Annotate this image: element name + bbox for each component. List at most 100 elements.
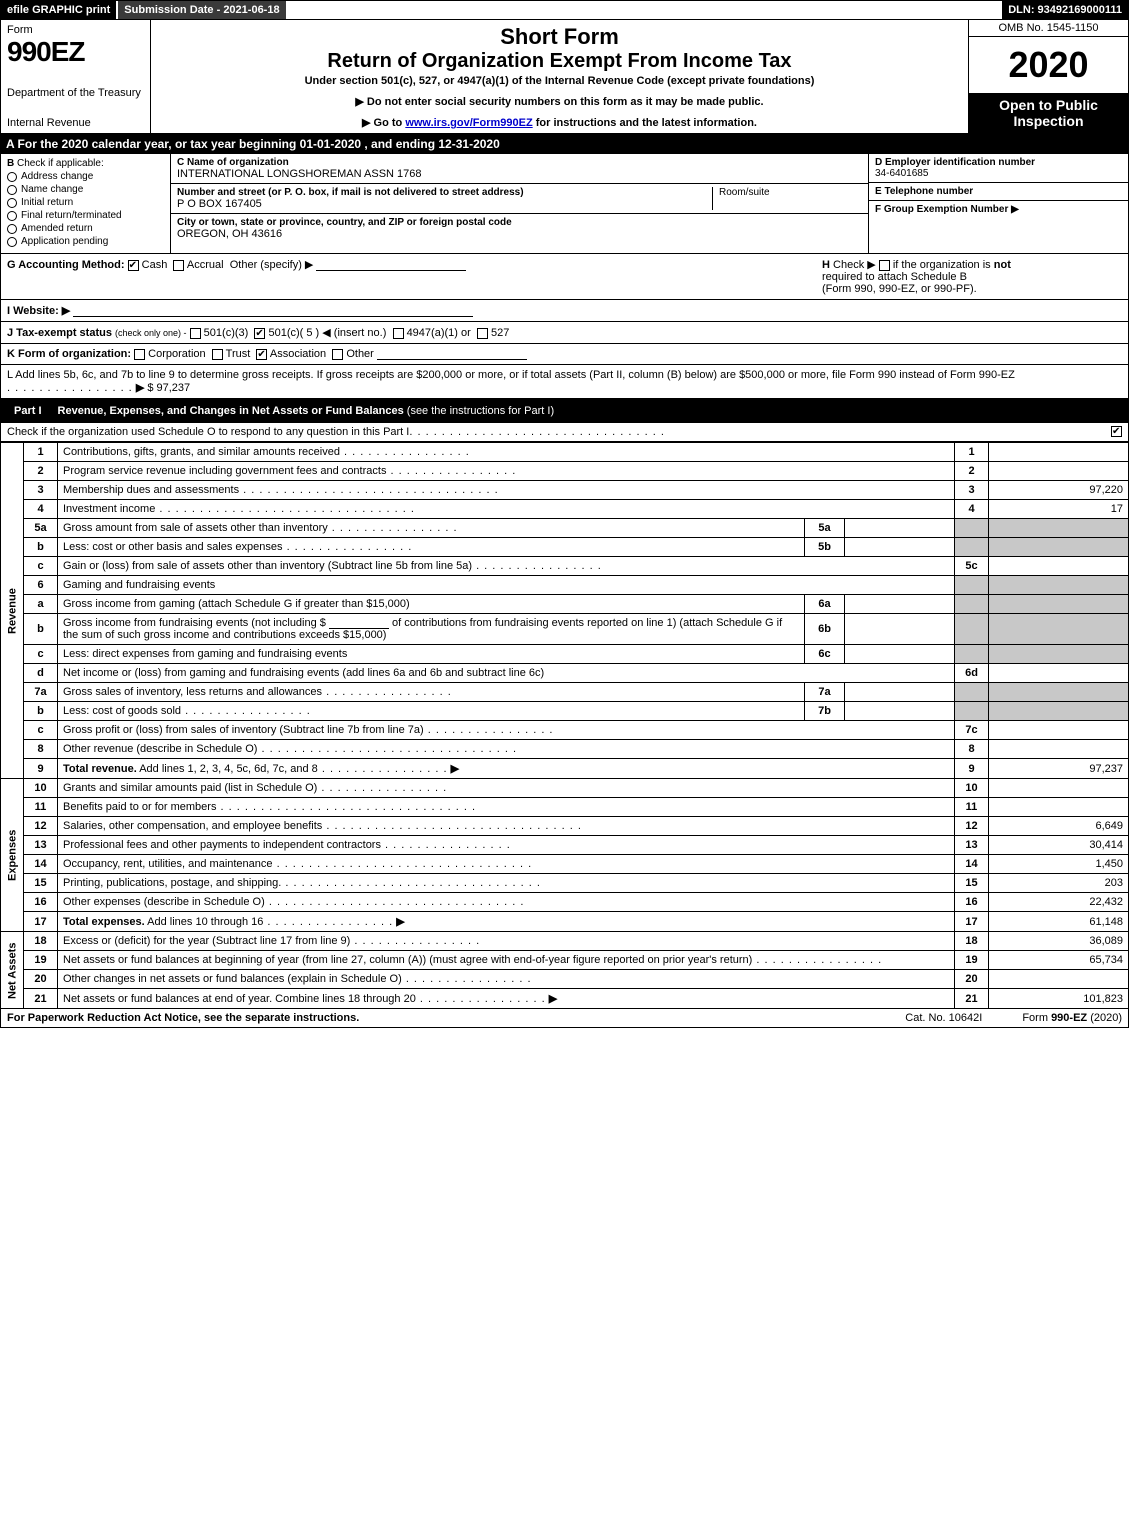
website-label: I Website: ▶	[7, 305, 70, 317]
table-row: c Gain or (loss) from sale of assets oth…	[1, 557, 1129, 576]
table-row: 15 Printing, publications, postage, and …	[1, 874, 1129, 893]
line-num: 16	[24, 893, 58, 912]
line-box: 16	[955, 893, 989, 912]
checkbox-trust[interactable]	[212, 349, 223, 360]
table-row: 6 Gaming and fundraising events	[1, 576, 1129, 595]
checkbox-h[interactable]	[879, 260, 890, 271]
line-desc-bold: Total revenue.	[63, 763, 137, 775]
line-box: 21	[955, 989, 989, 1009]
line-num: 13	[24, 836, 58, 855]
check-amended-return[interactable]: Amended return	[7, 223, 164, 234]
table-row: 20 Other changes in net assets or fund b…	[1, 970, 1129, 989]
other-specify-blank[interactable]	[316, 270, 466, 271]
checkbox-4947[interactable]	[393, 328, 404, 339]
sub-val	[845, 702, 955, 721]
line-amount	[989, 798, 1129, 817]
part1-check-row: Check if the organization used Schedule …	[0, 423, 1129, 442]
section-b: B Check if applicable: Address change Na…	[1, 154, 171, 253]
part1-title: Revenue, Expenses, and Changes in Net As…	[58, 405, 404, 417]
checkbox-501c[interactable]	[254, 328, 265, 339]
city-label: City or town, state or province, country…	[177, 217, 862, 228]
table-row: Expenses 10 Grants and similar amounts p…	[1, 779, 1129, 798]
line-num: 19	[24, 951, 58, 970]
table-row: 21 Net assets or fund balances at end of…	[1, 989, 1129, 1009]
sub-val	[845, 683, 955, 702]
checkbox-other-org[interactable]	[332, 349, 343, 360]
line-amount: 6,649	[989, 817, 1129, 836]
sub-box: 6c	[805, 645, 845, 664]
footer-form: 990-EZ	[1051, 1012, 1087, 1024]
dots	[322, 686, 452, 698]
checkbox-527[interactable]	[477, 328, 488, 339]
check-name-change[interactable]: Name change	[7, 184, 164, 195]
line-desc: Contributions, gifts, grants, and simila…	[63, 446, 340, 458]
line-box: 18	[955, 932, 989, 951]
line-desc2: Add lines 1, 2, 3, 4, 5c, 6d, 7c, and 8	[137, 763, 318, 775]
arrow-icon: ▶	[1011, 204, 1019, 215]
checkbox-schedule-o[interactable]	[1111, 426, 1122, 437]
line-desc: Excess or (deficit) for the year (Subtra…	[63, 935, 350, 947]
table-row: 17 Total expenses. Add lines 10 through …	[1, 912, 1129, 932]
arrow-icon: ▶	[136, 382, 144, 394]
omb-number: OMB No. 1545-1150	[969, 20, 1128, 37]
tax-year: 2020	[969, 37, 1128, 93]
k-other-blank[interactable]	[377, 359, 527, 360]
table-row: 19 Net assets or fund balances at beginn…	[1, 951, 1129, 970]
line-num: b	[24, 614, 58, 645]
h-text1: Check ▶	[833, 259, 876, 271]
line-desc: Net assets or fund balances at end of ye…	[63, 993, 416, 1005]
notice-post: for instructions and the latest informat…	[533, 117, 757, 129]
k-label: K Form of organization:	[7, 348, 131, 360]
line-box: 6d	[955, 664, 989, 683]
info-block: B Check if applicable: Address change Na…	[0, 154, 1129, 254]
table-row: 9 Total revenue. Add lines 1, 2, 3, 4, 5…	[1, 759, 1129, 779]
line-desc: Gaming and fundraising events	[58, 576, 955, 595]
header-left: Form 990EZ Department of the Treasury In…	[1, 20, 151, 133]
checkbox-cash[interactable]	[128, 260, 139, 271]
line-desc: Printing, publications, postage, and shi…	[63, 877, 281, 889]
dots	[340, 446, 470, 458]
footer-left: For Paperwork Reduction Act Notice, see …	[7, 1012, 359, 1024]
k-opt-other: Other	[346, 348, 374, 360]
checkbox-accrual[interactable]	[173, 260, 184, 271]
sub-box: 5a	[805, 519, 845, 538]
dots	[402, 973, 532, 985]
addr-value: P O BOX 167405	[177, 198, 712, 210]
check-label: Address change	[21, 171, 93, 182]
side-label-netassets: Net Assets	[1, 932, 24, 1009]
website-blank[interactable]	[73, 316, 473, 317]
check-initial-return[interactable]: Initial return	[7, 197, 164, 208]
check-application-pending[interactable]: Application pending	[7, 236, 164, 247]
part1-table: Revenue 1 Contributions, gifts, grants, …	[0, 442, 1129, 1009]
checkbox-association[interactable]	[256, 349, 267, 360]
efile-print-button[interactable]: efile GRAPHIC print	[1, 1, 116, 19]
line-desc: Net income or (loss) from gaming and fun…	[63, 667, 544, 679]
line-desc: Other revenue (describe in Schedule O)	[63, 743, 257, 755]
irs-link[interactable]: www.irs.gov/Form990EZ	[405, 117, 532, 129]
line-box: 14	[955, 855, 989, 874]
line-amount: 22,432	[989, 893, 1129, 912]
line-num: 3	[24, 481, 58, 500]
dots	[273, 858, 533, 870]
check-address-change[interactable]: Address change	[7, 171, 164, 182]
submission-date-button[interactable]: Submission Date - 2021-06-18	[116, 1, 285, 19]
return-title: Return of Organization Exempt From Incom…	[327, 50, 791, 73]
check-final-return[interactable]: Final return/terminated	[7, 210, 164, 221]
line-desc: Other expenses (describe in Schedule O)	[63, 896, 265, 908]
checkbox-corporation[interactable]	[134, 349, 145, 360]
shade-cell	[989, 595, 1129, 614]
checkbox-501c3[interactable]	[190, 328, 201, 339]
shade-cell	[989, 576, 1129, 595]
line-num: 5a	[24, 519, 58, 538]
accounting-method-label: G Accounting Method:	[7, 259, 125, 271]
line-desc: Gross amount from sale of assets other t…	[63, 522, 328, 534]
table-row: c Gross profit or (loss) from sales of i…	[1, 721, 1129, 740]
section-i: I Website: ▶	[0, 300, 1129, 322]
header-center: Short Form Return of Organization Exempt…	[151, 20, 968, 133]
dots	[318, 763, 448, 775]
line-num: b	[24, 702, 58, 721]
table-row: b Gross income from fundraising events (…	[1, 614, 1129, 645]
k-opt-trust: Trust	[226, 348, 251, 360]
shade-cell	[989, 614, 1129, 645]
shade-cell	[989, 519, 1129, 538]
